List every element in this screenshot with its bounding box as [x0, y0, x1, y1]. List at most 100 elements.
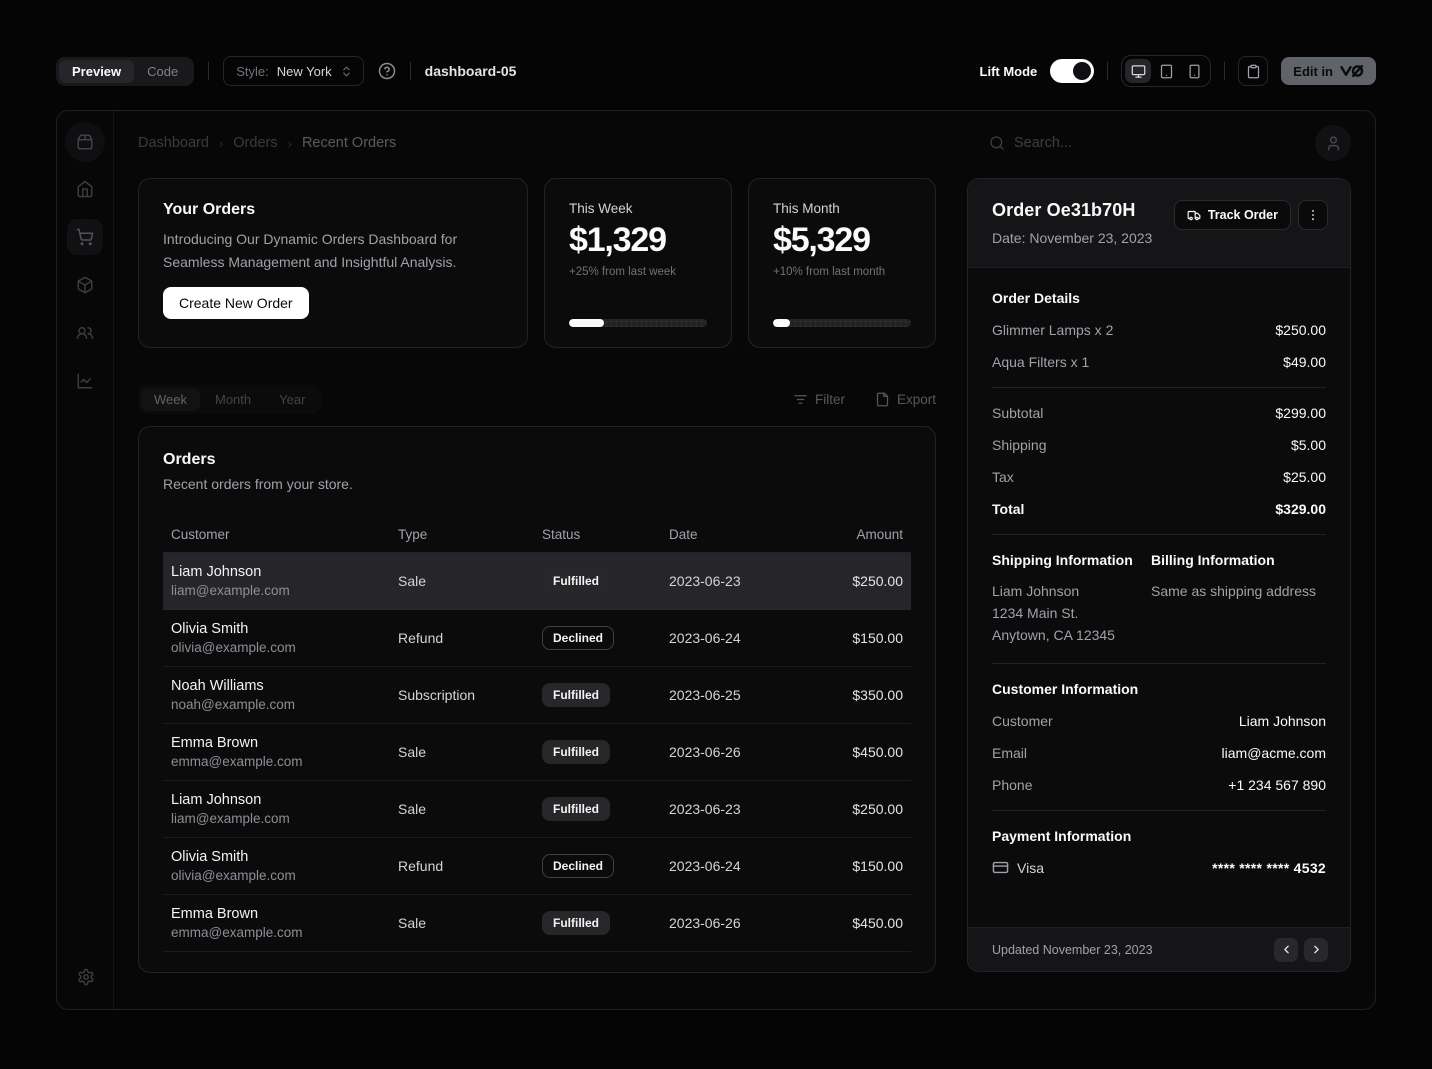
item-price: $250.00: [1275, 322, 1326, 338]
desktop-view-button[interactable]: [1125, 59, 1152, 83]
table-row[interactable]: Emma Brown emma@example.com Sale Fulfill…: [163, 895, 911, 952]
breadcrumb-item[interactable]: Orders: [233, 135, 278, 151]
customer-email: olivia@example.com: [171, 868, 296, 883]
tab-preview[interactable]: Preview: [59, 59, 135, 83]
order-amount: $250.00: [852, 801, 903, 817]
sidebar-item-settings[interactable]: [68, 959, 104, 995]
next-order-button[interactable]: [1304, 937, 1328, 962]
table-row[interactable]: Liam Johnson liam@example.com Sale Fulfi…: [163, 553, 911, 610]
billing-heading: Billing Information: [1151, 552, 1275, 568]
lift-mode-toggle[interactable]: [1050, 59, 1095, 83]
customer-name: Olivia Smith: [171, 621, 249, 637]
col-amount: Amount: [856, 526, 903, 542]
style-select[interactable]: Style: New York: [223, 56, 364, 86]
summary-label: Subtotal: [992, 405, 1044, 421]
col-type: Type: [398, 526, 428, 542]
dashboard-header: Dashboard › Orders › Recent Orders: [114, 111, 1375, 175]
package-icon: [76, 276, 94, 294]
table-row[interactable]: Noah Williams noah@example.com Subscript…: [163, 667, 911, 724]
order-date: 2023-06-25: [669, 687, 741, 703]
sidebar-item-home[interactable]: [67, 171, 103, 207]
table-row[interactable]: Emma Brown emma@example.com Sale Fulfill…: [163, 724, 911, 781]
edit-in-v0-label: Edit in: [1293, 63, 1333, 79]
search-input[interactable]: [1014, 135, 1299, 151]
avatar[interactable]: [1315, 125, 1351, 161]
create-new-order-button[interactable]: Create New Order: [163, 287, 309, 320]
breadcrumb-item[interactable]: Dashboard: [138, 135, 209, 151]
filter-button[interactable]: Filter: [793, 392, 845, 407]
tab-code[interactable]: Code: [147, 63, 179, 79]
tablet-icon: [1159, 64, 1174, 79]
status-badge: Fulfilled: [542, 797, 610, 821]
search-box[interactable]: [989, 135, 1299, 151]
shopping-cart-icon: [76, 228, 94, 246]
payment-method: Visa: [1017, 859, 1044, 876]
order-detail-header: Order Oe31b70H Date: November 23, 2023 T…: [968, 179, 1350, 268]
toggle-knob: [1073, 62, 1092, 80]
order-amount: $350.00: [852, 687, 903, 703]
table-row[interactable]: Liam Johnson liam@example.com Sale Fulfi…: [163, 781, 911, 838]
tab-month[interactable]: Month: [215, 391, 252, 407]
separator: [992, 387, 1326, 388]
sidebar-item-analytics[interactable]: [67, 363, 103, 399]
intro-card: Your Orders Introducing Our Dynamic Orde…: [138, 178, 528, 348]
previous-order-button[interactable]: [1274, 937, 1298, 962]
sidebar-item-orders[interactable]: [67, 219, 103, 255]
filter-label: Filter: [814, 391, 845, 407]
status-badge: Declined: [542, 626, 615, 650]
tab-year[interactable]: Year: [279, 391, 306, 407]
app-logo-button[interactable]: [65, 122, 105, 162]
status-badge: Fulfilled: [542, 911, 610, 935]
preview-frame: Dashboard › Orders › Recent Orders: [56, 110, 1376, 1010]
copy-code-button[interactable]: [1238, 56, 1269, 86]
intro-card-title: Your Orders: [163, 201, 256, 218]
order-amount: $450.00: [852, 915, 903, 931]
order-detail-card: Order Oe31b70H Date: November 23, 2023 T…: [967, 178, 1351, 972]
chevron-right-icon: ›: [218, 135, 224, 151]
sidebar-item-customers[interactable]: [67, 315, 103, 351]
order-more-button[interactable]: [1298, 200, 1328, 230]
progress-bar: [773, 319, 911, 327]
sidebar-item-products[interactable]: [67, 267, 103, 303]
stat-card-month: This Month $5,329 +10% from last month: [748, 178, 936, 348]
line-item: Glimmer Lamps x 2 $250.00: [992, 322, 1326, 338]
order-details-heading: Order Details: [992, 290, 1080, 306]
summary-value: $329.00: [1275, 501, 1326, 517]
item-price: $49.00: [1283, 354, 1326, 370]
tablet-view-button[interactable]: [1153, 59, 1179, 83]
status-badge: Declined: [542, 854, 615, 878]
period-tabs: Week Month Year: [138, 384, 322, 414]
shipping-heading: Shipping Information: [992, 552, 1133, 568]
track-order-button[interactable]: Track Order: [1173, 200, 1291, 230]
shipping-line: Liam Johnson: [992, 583, 1080, 599]
table-row[interactable]: Olivia Smith olivia@example.com Refund D…: [163, 838, 911, 895]
tab-week[interactable]: Week: [141, 387, 200, 411]
summary-row: Tax $25.00: [992, 469, 1326, 485]
order-type: Sale: [398, 915, 427, 931]
shipping-line: Anytown, CA 12345: [992, 627, 1115, 644]
edit-in-v0-button[interactable]: Edit in: [1281, 57, 1376, 85]
order-id-title: Order Oe31b70H: [992, 200, 1136, 220]
shipping-line: 1234 Main St.: [992, 605, 1079, 622]
customer-name: Liam Johnson: [171, 792, 262, 808]
shipping-address: Liam Johnson 1234 Main St. Anytown, CA 1…: [992, 580, 1151, 646]
intro-card-description: Introducing Our Dynamic Orders Dashboard…: [163, 231, 458, 270]
clipboard-icon: [1246, 64, 1261, 79]
viewport-size-group: [1121, 55, 1212, 87]
order-amount: $150.00: [852, 630, 903, 646]
table-row[interactable]: Olivia Smith olivia@example.com Refund D…: [163, 610, 911, 667]
export-label: Export: [896, 391, 936, 407]
export-button[interactable]: Export: [875, 392, 936, 407]
lift-mode-label: Lift Mode: [979, 63, 1038, 79]
progress-bar: [569, 319, 707, 327]
style-select-label: Style:: [236, 63, 269, 79]
summary-value: $25.00: [1283, 469, 1326, 485]
order-amount: $250.00: [852, 573, 903, 589]
help-circle-icon[interactable]: [378, 62, 396, 80]
style-select-value: New York: [276, 63, 332, 79]
mobile-view-button[interactable]: [1181, 59, 1207, 83]
customer-info-row: Phone +1 234 567 890: [992, 777, 1326, 793]
order-detail-body: Order Details Glimmer Lamps x 2 $250.00 …: [968, 268, 1350, 927]
order-amount: $150.00: [852, 858, 903, 874]
home-icon: [76, 180, 94, 198]
